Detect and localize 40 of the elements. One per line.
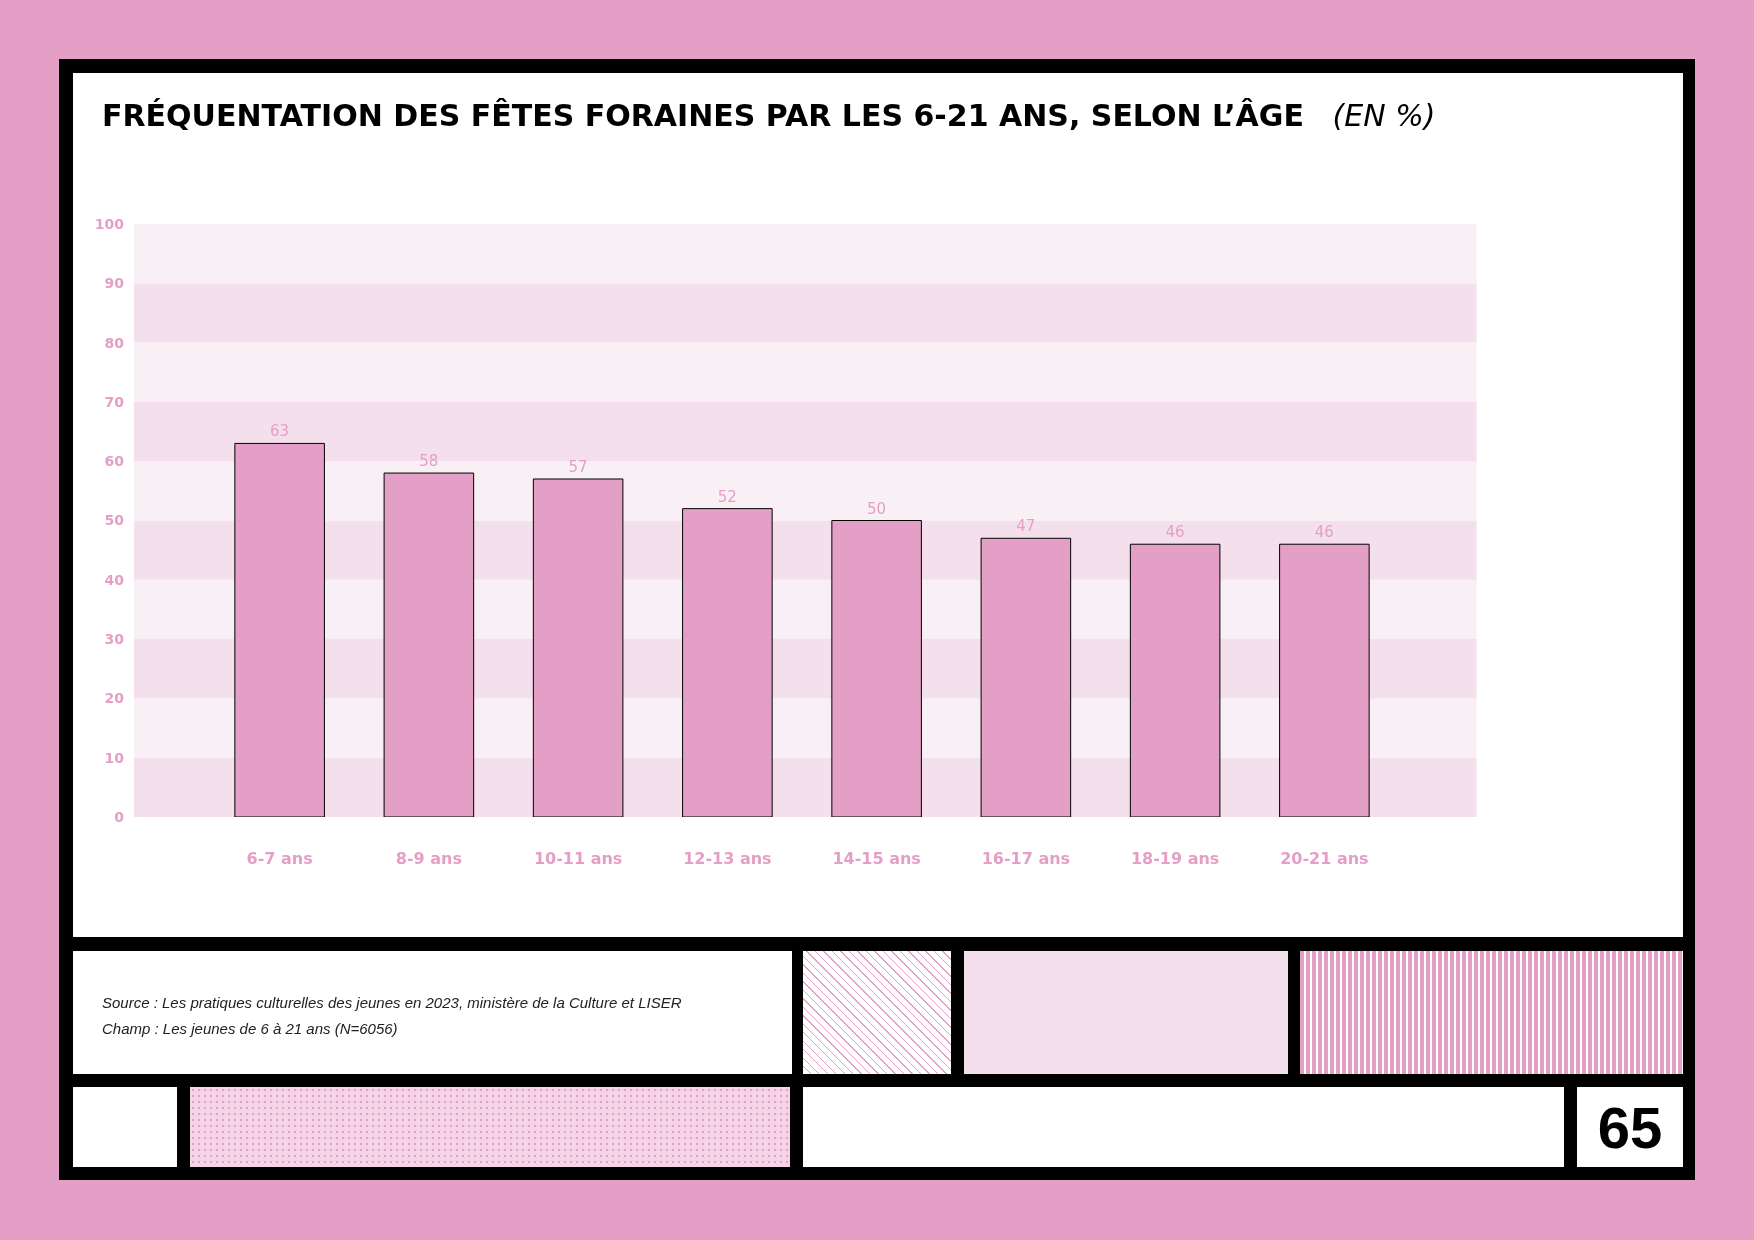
x-tick-label: 12-13 ans xyxy=(683,849,772,868)
y-tick-label: 90 xyxy=(104,275,125,292)
data-label: 52 xyxy=(717,487,737,506)
y-tick-label: 40 xyxy=(104,571,125,588)
y-tick-label: 80 xyxy=(104,334,125,351)
x-tick-label: 8-9 ans xyxy=(395,849,462,868)
y-tick-label: 20 xyxy=(104,690,125,707)
chart-title: FRÉQUENTATION DES FÊTES FORAINES PAR LES 6-21 ANS, SELON L’ÂGE xyxy=(102,97,1304,133)
bar xyxy=(831,520,922,817)
bar xyxy=(383,472,475,817)
y-tick-label: 50 xyxy=(104,512,125,529)
bar xyxy=(1279,543,1370,817)
x-tick-label: 16-17 ans xyxy=(981,849,1071,868)
bar xyxy=(234,442,325,817)
y-tick-label: 70 xyxy=(104,393,125,410)
data-label: 50 xyxy=(867,499,887,518)
bar xyxy=(1129,543,1221,817)
bar xyxy=(682,508,773,817)
data-label: 46 xyxy=(1165,523,1185,542)
y-tick-label: 30 xyxy=(104,631,125,647)
x-tick-label: 20-21 ans xyxy=(1280,849,1369,868)
bar xyxy=(980,537,1072,817)
data-label: 63 xyxy=(270,422,290,441)
x-tick-label: 10-11 ans xyxy=(533,849,623,868)
data-label: 58 xyxy=(419,452,439,471)
bar xyxy=(532,478,624,817)
data-label: 46 xyxy=(1314,523,1334,542)
x-tick-label: 14-15 ans xyxy=(832,849,921,868)
x-tick-label: 18-19 ans xyxy=(1130,849,1220,868)
x-tick-label: 6-7 ans xyxy=(246,849,313,868)
y-tick-label: 60 xyxy=(104,453,125,470)
y-tick-label: 10 xyxy=(104,749,125,766)
text: Champ : Les jeunes de 6 à 21 ans (N=6056) xyxy=(102,1019,399,1039)
text: 65 xyxy=(1577,1087,1683,1167)
chart-subtitle: (EN %) xyxy=(1303,97,1436,133)
source-note: Source : Les pratiques culturelles des jeunes en 2023, ministère de la Culture et LISER xyxy=(102,993,682,1013)
y-tick-label: 0 xyxy=(114,808,125,825)
data-label: 57 xyxy=(568,457,588,476)
data-label: 47 xyxy=(1016,517,1036,536)
y-tick-label: 100 xyxy=(94,215,125,232)
